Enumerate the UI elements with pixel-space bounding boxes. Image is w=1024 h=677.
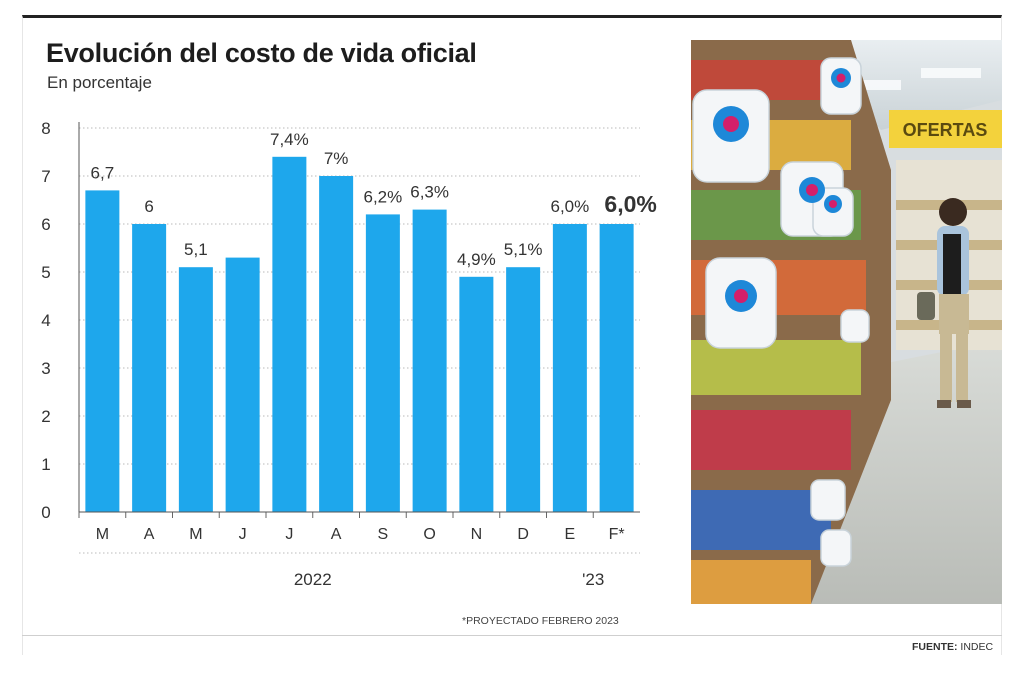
year-groups: 2022 '23 <box>79 552 640 589</box>
x-tick-label: M <box>96 526 109 543</box>
data-label: 5,1 <box>184 240 208 259</box>
x-tick-label: E <box>565 526 576 543</box>
data-label: 6,2% <box>364 187 403 206</box>
data-label: 5,1% <box>504 240 543 259</box>
year-group-label: 2022 <box>294 570 332 589</box>
bar <box>459 276 494 512</box>
value-labels: 6,7 6 5,1 7,4% 7% 6,2% 6,3% 4,9% 5,1% 6,0% 6,0% <box>91 130 657 269</box>
data-label: 6,3% <box>410 183 449 202</box>
bottom-rule <box>22 635 1002 636</box>
data-label: 7% <box>324 149 349 168</box>
data-label: 4,9% <box>457 250 496 269</box>
x-tick-label: A <box>331 526 342 543</box>
data-label: 6 <box>144 197 153 216</box>
x-tick-label: N <box>471 526 483 543</box>
y-tick-label: 5 <box>41 263 50 282</box>
bar <box>85 190 120 512</box>
grid-lines <box>79 127 640 465</box>
y-tick-label: 7 <box>41 167 50 186</box>
y-tick-label: 1 <box>41 455 50 474</box>
y-tick-label: 4 <box>41 311 50 330</box>
data-label: 7,4% <box>270 130 309 149</box>
source-label: FUENTE: <box>912 641 958 653</box>
x-tick-label: A <box>144 526 155 543</box>
x-tick-label: M <box>189 526 202 543</box>
x-tick-label: O <box>423 526 435 543</box>
bar <box>225 257 260 512</box>
x-axis-categories: M A M J J A S O N D E F* <box>78 512 625 543</box>
y-tick-label: 6 <box>41 215 50 234</box>
data-label: 6,0% <box>551 197 590 216</box>
bar <box>319 176 354 512</box>
y-axis-ticks: 0 1 2 3 4 5 6 7 8 <box>41 119 50 522</box>
bar <box>365 214 400 512</box>
y-tick-label: 2 <box>41 407 50 426</box>
chart-subtitle: En porcentaje <box>47 73 152 92</box>
y-tick-label: 8 <box>41 119 50 138</box>
y-tick-label: 0 <box>41 503 50 522</box>
source-value: INDEC <box>960 641 994 653</box>
bars <box>85 156 634 513</box>
supermarket-photo: OFERTAS <box>691 40 1002 604</box>
y-tick-label: 3 <box>41 359 50 378</box>
bar <box>132 224 167 512</box>
source-credit: FUENTE: INDEC <box>912 641 993 653</box>
bar <box>178 267 213 512</box>
bar <box>552 224 587 512</box>
x-tick-label: J <box>285 526 293 543</box>
x-tick-label: F* <box>609 526 625 543</box>
year-group-label: '23 <box>582 570 604 589</box>
x-tick-label: D <box>517 526 529 543</box>
bar <box>506 267 541 512</box>
x-tick-label: S <box>378 526 389 543</box>
footnote: *PROYECTADO FEBRERO 2023 <box>462 615 619 627</box>
chart-title: Evolución del costo de vida oficial <box>46 38 477 68</box>
bar <box>412 209 447 512</box>
bar <box>599 224 634 512</box>
x-tick-label: J <box>239 526 247 543</box>
bar <box>272 156 307 513</box>
data-label: 6,0% <box>604 191 656 217</box>
data-label: 6,7 <box>91 163 115 182</box>
ofertas-sign-text: OFERTAS <box>903 120 988 140</box>
